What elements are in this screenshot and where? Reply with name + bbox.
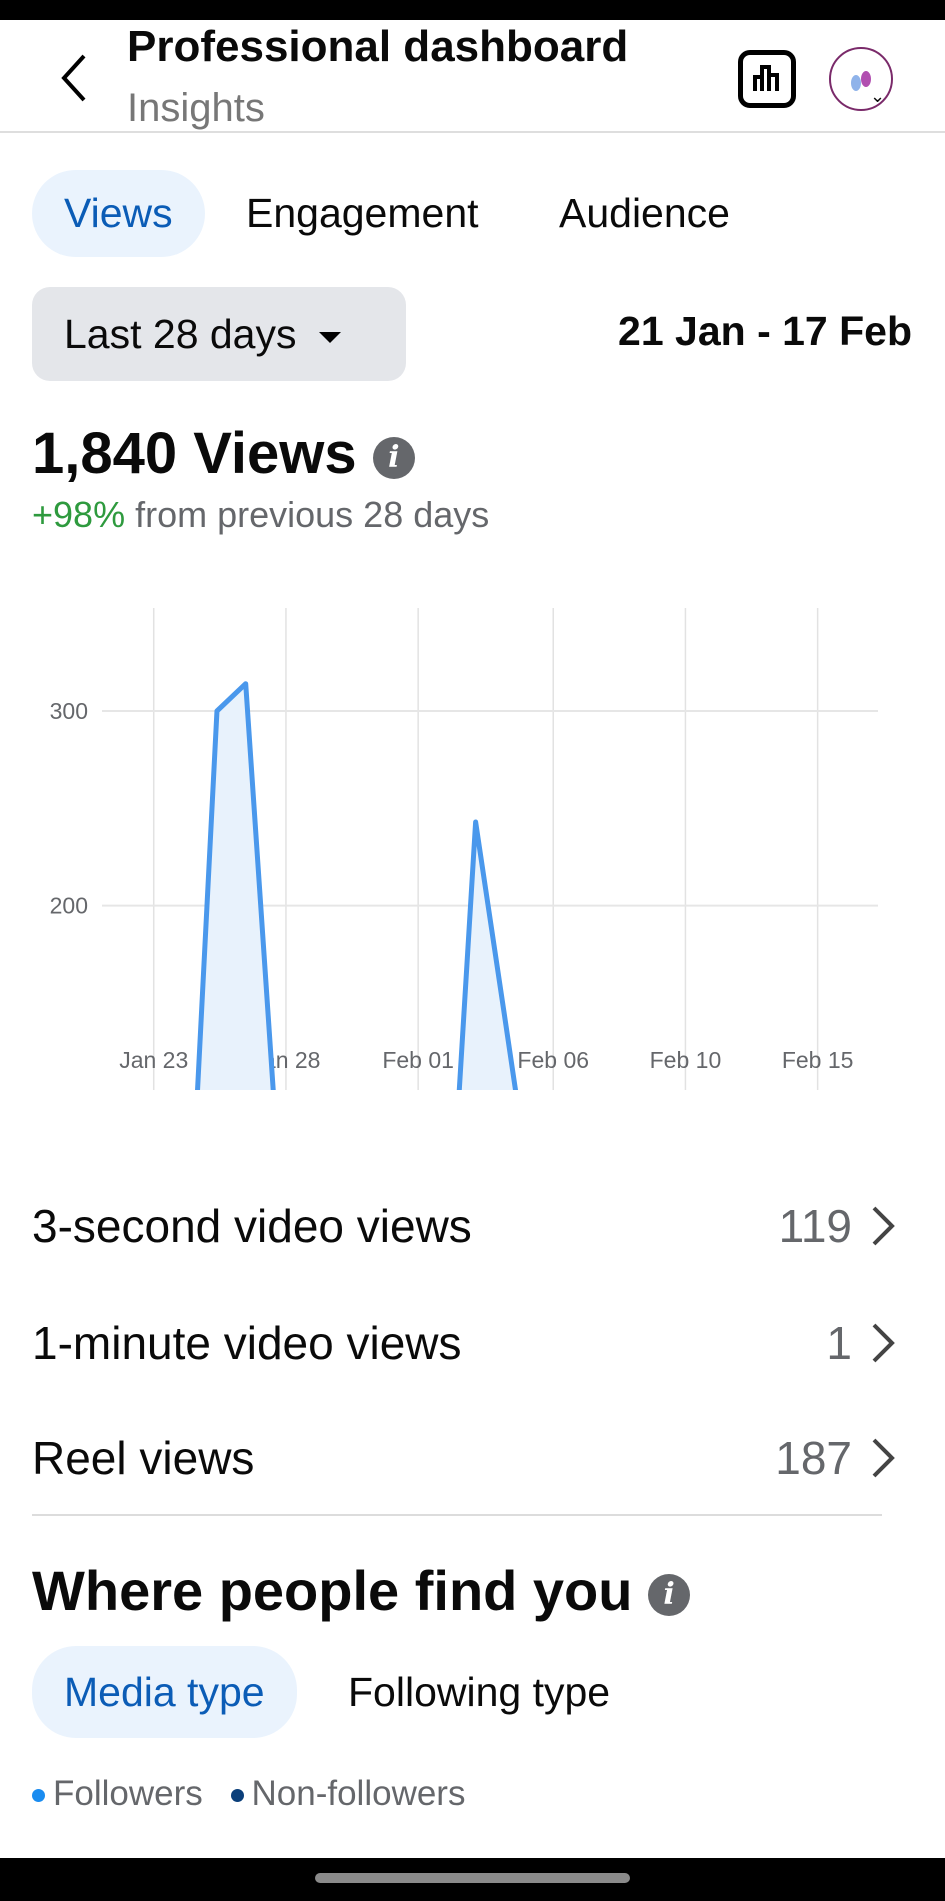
section-title-text: Where people find you [32, 1559, 633, 1622]
views-line [195, 681, 519, 1090]
info-icon[interactable]: i [372, 436, 415, 479]
tab-media-type[interactable]: Media type [32, 1646, 297, 1738]
tab-following-type[interactable]: Following type [348, 1669, 611, 1715]
app-header [0, 20, 945, 133]
data-point [475, 821, 477, 823]
followers-dot [32, 1789, 45, 1803]
dropdown-label: Last 28 days [64, 311, 297, 357]
date-range-text: 21 Jan - 17 Feb [618, 308, 912, 354]
y-tick-label: 200 [50, 893, 88, 919]
y-tick-label: 100 [50, 1087, 88, 1090]
back-arrow-icon[interactable] [56, 50, 90, 106]
caret-down-icon [318, 331, 341, 343]
page-subtitle: Insights [127, 86, 265, 130]
legend: Followers Non-followers [32, 1774, 465, 1814]
metric-value: 187 [775, 1432, 852, 1484]
page-title: Professional dashboard [127, 22, 629, 71]
date-range-dropdown[interactable]: Last 28 days [32, 287, 406, 381]
non-followers-dot [230, 1789, 244, 1803]
metric-label: 1-minute video views [32, 1317, 462, 1369]
divider [32, 1514, 882, 1516]
metric-label: Reel views [32, 1432, 255, 1484]
metric-row-1-minute[interactable]: 1-minute video views 1 [32, 1303, 902, 1383]
data-point [216, 710, 218, 712]
metric-value: 119 [778, 1200, 852, 1252]
data-point [503, 1014, 505, 1016]
account-avatar[interactable] [829, 47, 893, 111]
total-views: 1,840 Views i [32, 420, 415, 487]
metric-label: 3-second video views [32, 1200, 472, 1252]
y-tick-label: 300 [50, 698, 88, 724]
x-tick-label: Feb 06 [517, 1047, 589, 1073]
metric-value: 1 [826, 1317, 852, 1369]
x-tick-label: Feb 15 [782, 1047, 854, 1073]
tab-views[interactable]: Views [32, 170, 205, 257]
home-gesture-handle[interactable] [315, 1873, 630, 1883]
metric-row-3-second[interactable]: 3-second video views 119 [32, 1186, 902, 1266]
views-change: +98% from previous 28 days [32, 494, 489, 536]
area-fill [197, 683, 516, 1090]
tab-audience[interactable]: Audience [559, 190, 730, 236]
legend-non-followers: Non-followers [251, 1774, 466, 1813]
x-tick-label: Feb 10 [650, 1047, 722, 1073]
tab-engagement[interactable]: Engagement [246, 190, 479, 236]
total-views-value: 1,840 Views [32, 421, 357, 486]
x-tick-label: Jan 23 [119, 1047, 188, 1073]
chevron-right-icon [872, 1438, 895, 1478]
chevron-down-icon[interactable]: ⌄ [870, 86, 886, 106]
metric-row-reel-views[interactable]: Reel views 187 [32, 1418, 902, 1498]
status-bar [0, 0, 945, 20]
legend-followers: Followers [53, 1774, 203, 1813]
insights-chart-icon[interactable] [738, 50, 796, 108]
chevron-right-icon [872, 1206, 895, 1246]
change-text: from previous 28 days [135, 494, 490, 535]
change-percent: +98% [32, 494, 126, 535]
x-tick-label: Feb 01 [382, 1047, 454, 1073]
data-point [245, 683, 247, 685]
info-icon[interactable]: i [648, 1574, 691, 1617]
section-title: Where people find you i [32, 1558, 691, 1623]
chevron-right-icon [872, 1323, 895, 1363]
